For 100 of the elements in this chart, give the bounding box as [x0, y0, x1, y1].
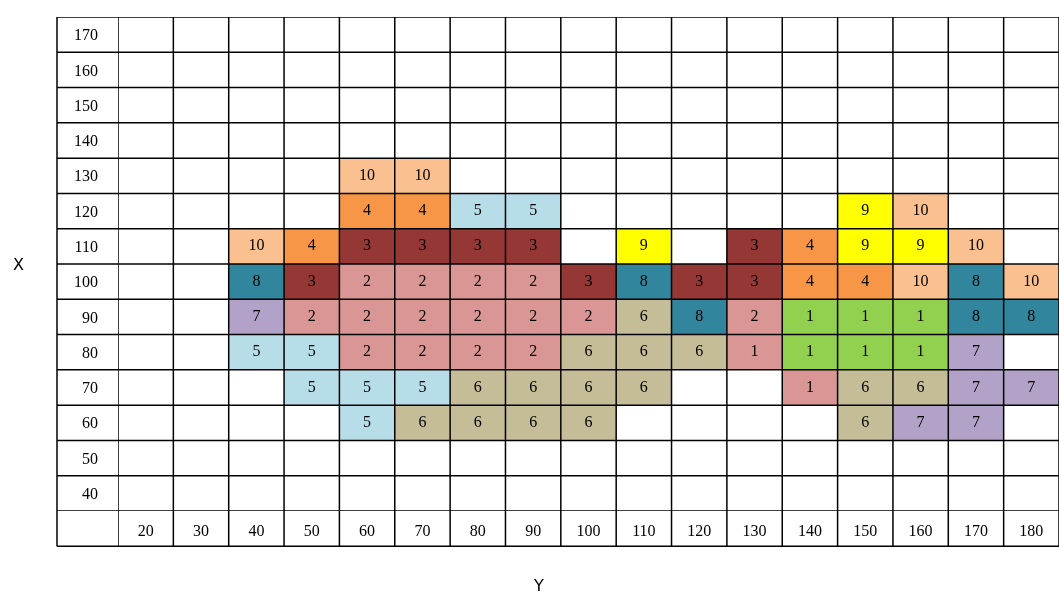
x-tick-label: 110 [632, 522, 656, 539]
y-axis-title: X [13, 255, 24, 274]
data-label: 8 [971, 306, 980, 324]
y-tick-label: 50 [82, 449, 98, 467]
x-tick-label: 130 [742, 522, 767, 539]
data-label: 2 [418, 271, 427, 289]
data-label: 10 [967, 236, 984, 254]
x-tick-label: 140 [797, 522, 822, 539]
y-tick-label: 150 [74, 96, 98, 114]
data-label: 1 [750, 342, 759, 360]
data-label: 7 [971, 342, 980, 360]
y-tick-label: 60 [82, 414, 98, 432]
data-label: 4 [418, 201, 427, 219]
x-tick-label: 120 [687, 522, 712, 539]
data-label: 5 [363, 412, 372, 430]
data-label: 2 [473, 271, 482, 289]
data-label: 8 [1027, 306, 1036, 324]
x-tick-label: 80 [469, 522, 486, 539]
data-label: 1 [805, 342, 814, 360]
data-label: 6 [695, 342, 704, 360]
data-label: 3 [363, 236, 372, 254]
data-label: 10 [359, 165, 376, 183]
y-tick-label: 160 [74, 61, 98, 79]
data-label: 9 [861, 236, 870, 254]
x-axis-title: Y [533, 576, 544, 594]
data-label: 7 [1027, 377, 1036, 395]
data-label: 1 [916, 342, 925, 360]
data-label: 9 [916, 236, 925, 254]
y-tick-label: 140 [74, 132, 98, 150]
data-label: 6 [639, 377, 648, 395]
y-tick-label: 40 [82, 484, 98, 502]
data-label: 8 [971, 271, 980, 289]
data-label: 5 [473, 201, 482, 219]
data-label: 8 [252, 271, 261, 289]
data-label: 6 [473, 412, 482, 430]
x-tick-label: 50 [303, 522, 320, 539]
data-label: 10 [1023, 271, 1040, 289]
data-label: 6 [916, 377, 925, 395]
data-label: 9 [861, 201, 870, 219]
data-label: 8 [695, 306, 704, 324]
data-label: 4 [363, 201, 372, 219]
y-tick-label: 100 [74, 273, 98, 291]
data-label: 2 [363, 306, 372, 324]
y-tick-label: 130 [74, 167, 98, 185]
data-label: 1 [861, 306, 870, 324]
data-label: 5 [252, 342, 261, 360]
data-label: 6 [861, 412, 870, 430]
data-label: 1 [805, 306, 814, 324]
data-label: 6 [529, 377, 538, 395]
data-label: 10 [414, 165, 431, 183]
data-label: 1 [916, 306, 925, 324]
data-label: 4 [307, 236, 316, 254]
data-label: 2 [363, 271, 372, 289]
x-tick-label: 60 [359, 522, 376, 539]
x-tick-label: 90 [525, 522, 542, 539]
data-label: 1 [861, 342, 870, 360]
x-tick-label: 20 [137, 522, 154, 539]
data-label: 4 [861, 271, 870, 289]
data-label: 2 [473, 306, 482, 324]
x-tick-label: 100 [576, 522, 601, 539]
y-tick-label: 110 [74, 237, 98, 255]
data-label: 7 [916, 412, 925, 430]
data-label: 2 [584, 306, 593, 324]
data-label: 2 [529, 342, 538, 360]
data-label: 1 [805, 377, 814, 395]
data-label: 6 [639, 342, 648, 360]
y-tick-label: 80 [82, 343, 98, 361]
data-label: 4 [805, 236, 814, 254]
data-label: 3 [418, 236, 427, 254]
data-label: 7 [971, 412, 980, 430]
data-label: 2 [529, 306, 538, 324]
data-label: 5 [307, 342, 316, 360]
data-label: 5 [307, 377, 316, 395]
data-label: 10 [912, 201, 929, 219]
data-label: 2 [418, 306, 427, 324]
x-tick-label: 180 [1019, 522, 1044, 539]
data-label: 7 [971, 377, 980, 395]
data-label: 3 [529, 236, 538, 254]
y-tick-label: 120 [74, 202, 98, 220]
data-label: 7 [252, 306, 261, 324]
data-label: 2 [473, 342, 482, 360]
data-label: 5 [363, 377, 372, 395]
x-tick-label: 160 [908, 522, 933, 539]
data-label: 2 [418, 342, 427, 360]
data-label: 9 [639, 236, 648, 254]
data-label: 6 [473, 377, 482, 395]
data-label: 3 [473, 236, 482, 254]
data-label: 3 [750, 271, 759, 289]
data-label: 4 [805, 271, 814, 289]
data-label: 10 [248, 236, 265, 254]
data-label: 6 [639, 306, 648, 324]
x-tick-label: 70 [414, 522, 431, 539]
data-label: 6 [861, 377, 870, 395]
data-label: 6 [529, 412, 538, 430]
data-label: 5 [418, 377, 427, 395]
data-label: 2 [307, 306, 316, 324]
x-tick-label: 40 [248, 522, 265, 539]
data-label: 2 [363, 342, 372, 360]
data-label: 5 [529, 201, 538, 219]
data-label: 6 [584, 377, 593, 395]
